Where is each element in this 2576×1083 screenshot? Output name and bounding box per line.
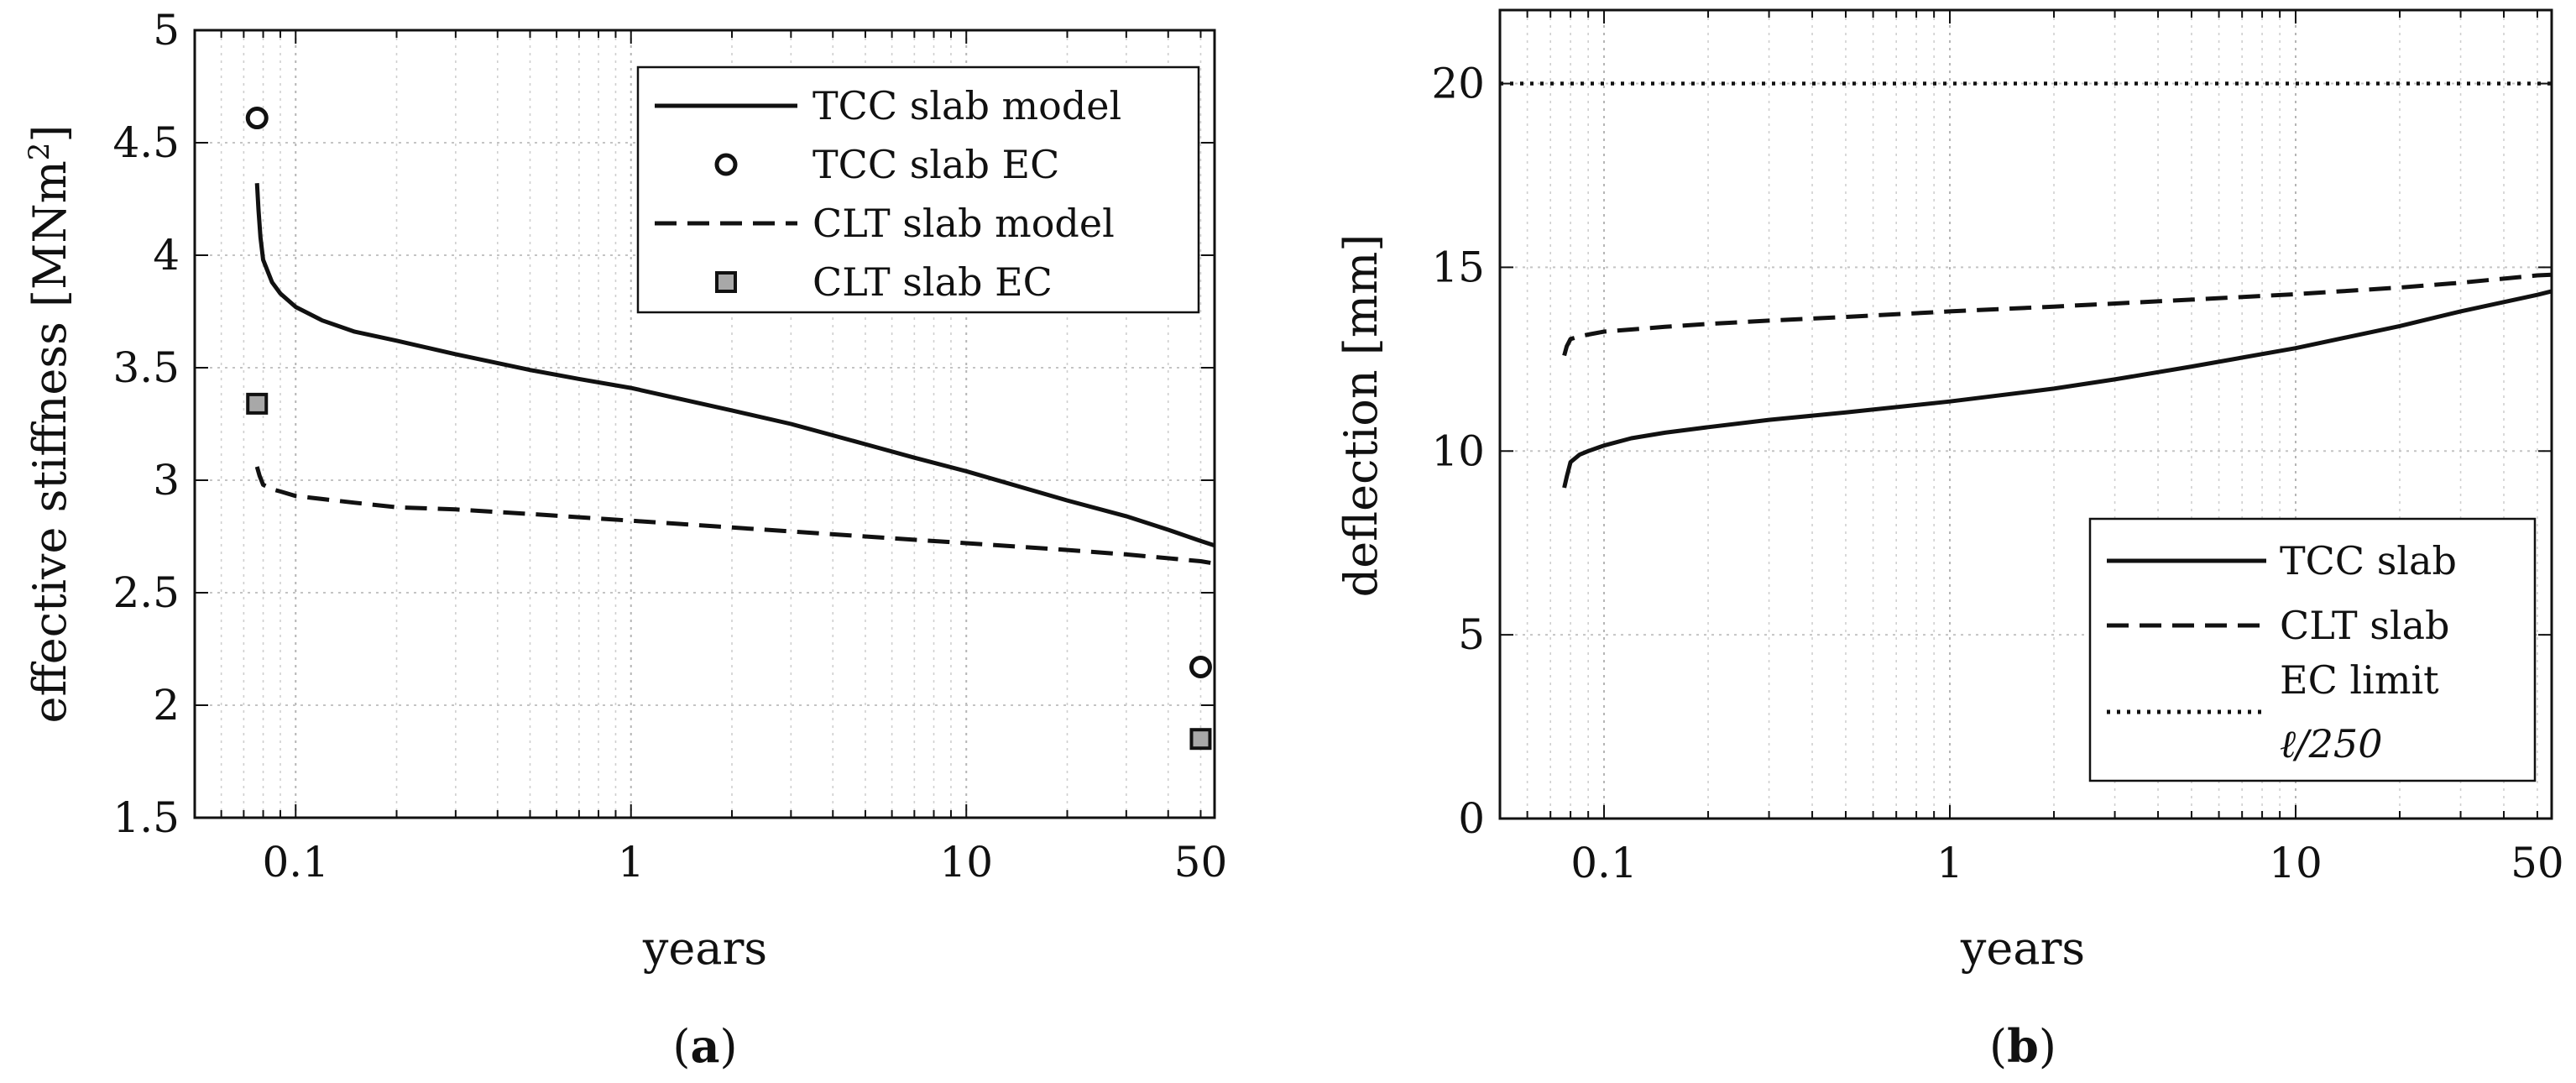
panel-b-axes-box (1498, 8, 2553, 820)
series-line-tcc-slab-model (254, 183, 1215, 548)
panel-a-stiffness-chart: 1.5 2 2.5 3 3.5 4 4.5 5 0.1 1 10 50 years effective… (23, 6, 1227, 1073)
y-tick-label: 2.5 (112, 568, 180, 617)
panel-b-xlabel: years (1960, 922, 2085, 975)
panel-b-ylabel: deflection [mm] (1335, 234, 1387, 598)
panel-b-caption: (b) (1989, 1019, 2056, 1073)
data-point-tcc-slab-ec (245, 107, 269, 130)
panel-a-ylabel: effective stiffness [MNm2] (23, 124, 76, 723)
x-tick-label: 10 (939, 838, 993, 887)
legend-label-ec-limit-ratio: ℓ/250 (2280, 721, 2382, 766)
legend-label-tcc-ec: TCC slab EC (813, 142, 1059, 187)
legend-swatch-tcc-ec (714, 153, 738, 176)
panel-a-ticks: 1.5 2 2.5 3 3.5 4 4.5 5 0.1 1 10 50 (112, 6, 1227, 887)
panel-b-legend: TCC slab CLT slab EC limit ℓ/250 (2088, 517, 2537, 782)
y-tick-label: 3 (153, 456, 180, 505)
y-tick-label: 4 (153, 231, 180, 280)
y-tick-label: 15 (1431, 243, 1485, 291)
panel-a-legend: TCC slab model TCC slab EC CLT slab mode… (636, 65, 1200, 314)
legend-label-tcc-slab: TCC slab (2280, 538, 2457, 583)
panel-a-caption: (a) (672, 1019, 737, 1073)
x-tick-label: 0.1 (262, 838, 329, 887)
series-line-clt-slab-model (254, 466, 1215, 566)
x-tick-label: 1 (1936, 839, 1963, 887)
data-point-clt-slab-ec (246, 392, 269, 415)
x-tick-label: 10 (2269, 839, 2323, 887)
data-point-clt-slab-ec (1189, 728, 1212, 751)
panel-b-ticks: 0 5 10 15 20 0.1 1 10 50 (1431, 10, 2564, 887)
panel-b-deflection-chart: 0 5 10 15 20 0.1 1 10 50 years deflection [mm] (… (1335, 8, 2564, 1073)
panel-a-series (245, 107, 1215, 751)
series-line-tcc-slab (1562, 289, 2552, 489)
y-tick-label: 0 (1458, 794, 1485, 843)
y-tick-label: 5 (153, 6, 180, 55)
y-tick-label: 4.5 (112, 118, 180, 167)
x-tick-label: 1 (618, 838, 645, 887)
y-tick-label: 3.5 (112, 343, 180, 392)
panel-b-series (1500, 81, 2552, 489)
panel-a-xlabel: years (642, 922, 767, 975)
legend-label-tcc-model: TCC slab model (813, 83, 1121, 128)
series-line-clt-slab (1562, 272, 2552, 357)
y-tick-label: 20 (1431, 60, 1485, 108)
legend-label-clt-slab: CLT slab (2280, 603, 2450, 648)
y-tick-label: 2 (153, 681, 180, 730)
panel-a-axes-box (193, 29, 1216, 819)
legend-label-clt-ec: CLT slab EC (813, 259, 1053, 305)
legend-swatch-clt-ec (715, 271, 737, 293)
data-point-tcc-slab-ec (1189, 655, 1212, 678)
y-tick-label: 1.5 (112, 793, 180, 842)
y-tick-label: 5 (1458, 610, 1485, 659)
x-tick-label: 50 (1174, 838, 1228, 887)
x-tick-label: 0.1 (1570, 839, 1638, 887)
y-tick-label: 10 (1431, 426, 1485, 475)
legend-label-ec-limit: EC limit (2280, 657, 2439, 703)
x-tick-label: 50 (2511, 839, 2564, 887)
legend-label-clt-model: CLT slab model (813, 201, 1115, 246)
